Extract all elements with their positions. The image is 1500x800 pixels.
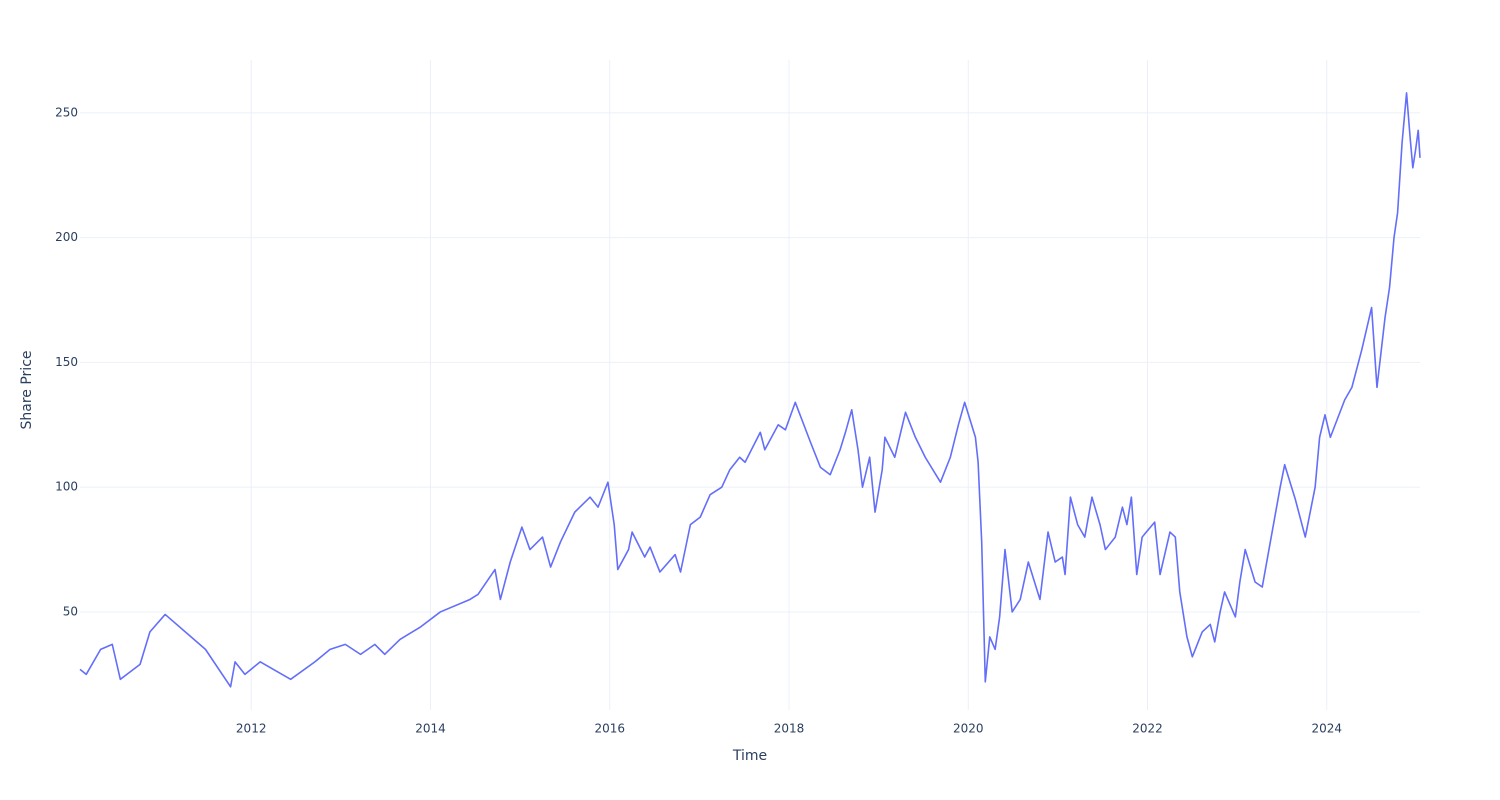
x-tick-label: 2024 — [1312, 722, 1343, 736]
y-tick-label: 200 — [55, 230, 78, 244]
x-tick-label: 2020 — [953, 722, 984, 736]
y-tick-label: 100 — [55, 480, 78, 494]
x-tick-label: 2016 — [594, 722, 625, 736]
y-tick-label: 250 — [55, 105, 78, 119]
x-tick-label: 2018 — [774, 722, 805, 736]
y-tick-label: 50 — [63, 604, 78, 618]
y-tick-label: 150 — [55, 355, 78, 369]
x-tick-label: 2014 — [415, 722, 446, 736]
x-tick-label: 2022 — [1132, 722, 1163, 736]
price-line — [79, 92, 1421, 688]
x-tick-label: 2012 — [236, 722, 267, 736]
y-axis-title: Share Price — [19, 350, 35, 429]
x-axis-title: Time — [732, 748, 767, 764]
